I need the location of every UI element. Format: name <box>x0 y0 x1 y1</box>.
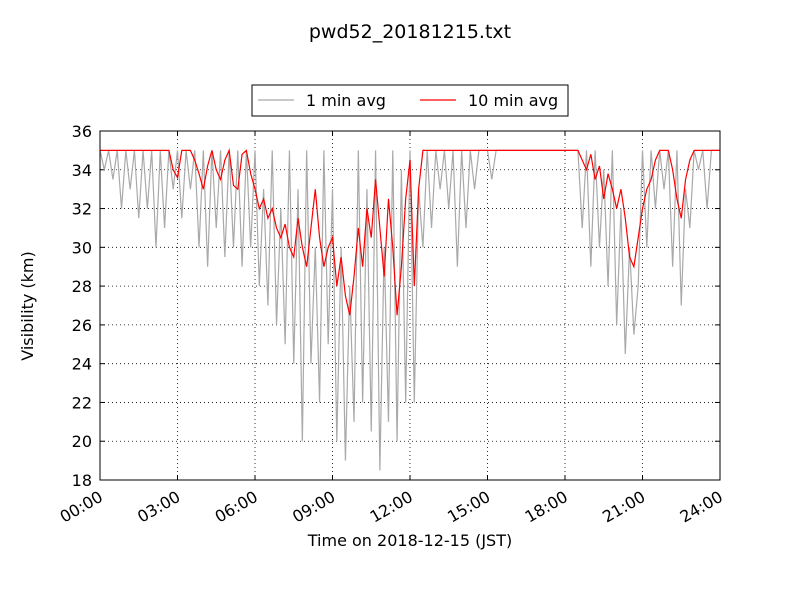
y-tick-label: 26 <box>72 316 92 335</box>
x-axis-label: Time on 2018-12-15 (JST) <box>307 531 512 550</box>
plot-frame <box>99 130 721 481</box>
series-line <box>99 149 720 471</box>
y-tick-label: 28 <box>72 277 92 296</box>
chart-title: pwd52_20181215.txt <box>309 21 511 43</box>
y-tick-label: 18 <box>72 471 92 490</box>
y-tick-label: 24 <box>72 355 92 374</box>
y-tick-label: 36 <box>72 122 92 141</box>
legend-box <box>251 84 569 117</box>
legend-label: 10 min avg <box>468 91 558 110</box>
y-tick-label: 34 <box>72 161 92 180</box>
y-tick-label: 22 <box>72 393 92 412</box>
series-line <box>100 148 720 316</box>
y-tick-label: 20 <box>72 432 92 451</box>
y-tick-label: 32 <box>72 200 92 219</box>
y-tick-label: 30 <box>72 238 92 257</box>
y-axis-label: Visibility (km) <box>18 251 37 360</box>
legend-label: 1 min avg <box>306 91 386 110</box>
